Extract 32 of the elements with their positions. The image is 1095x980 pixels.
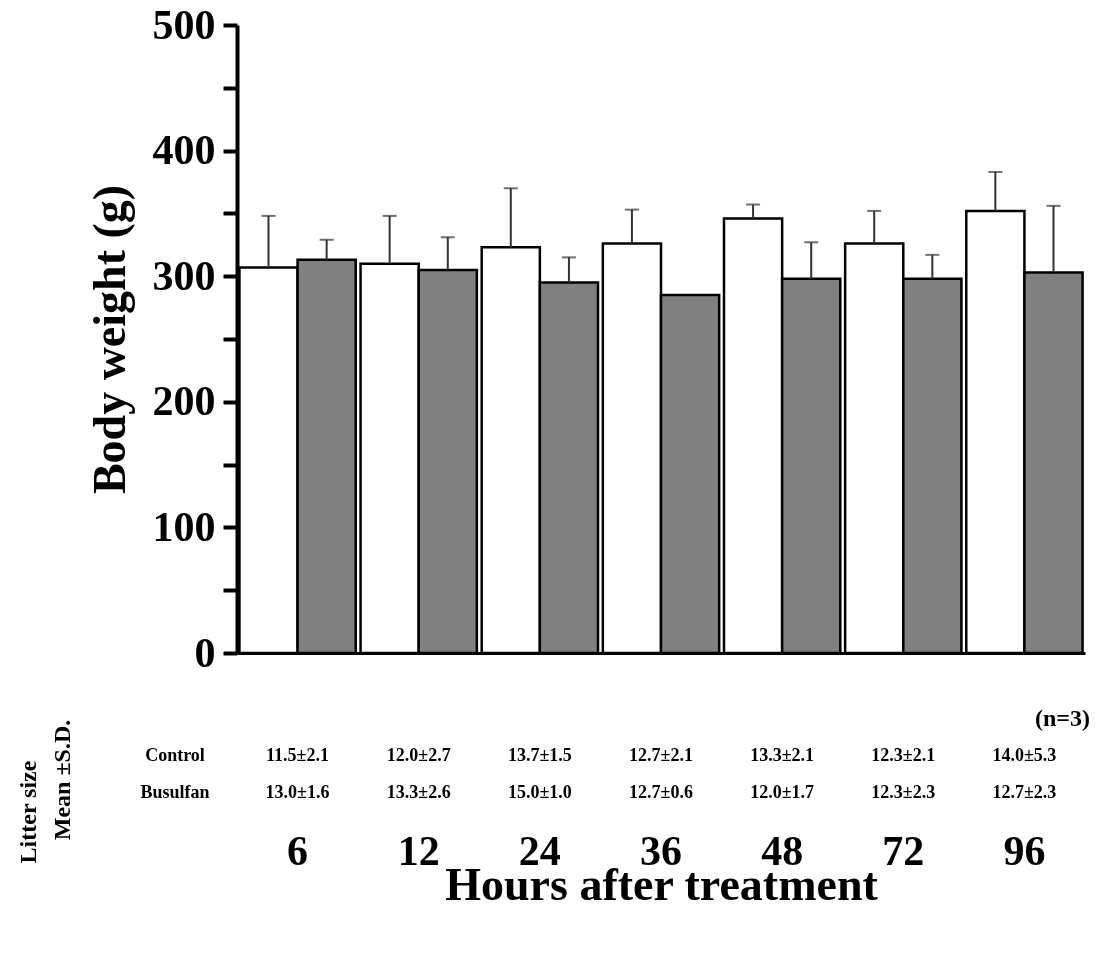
text: 12.7±2.3 bbox=[992, 781, 1057, 803]
y-tick-label: 0 bbox=[194, 629, 216, 676]
text: (n=3) bbox=[1034, 704, 1090, 732]
x-tick-label: 96 bbox=[1003, 827, 1046, 874]
x-tick-label: 72 bbox=[882, 827, 925, 874]
text: 12.0±2.7 bbox=[386, 744, 451, 766]
y-tick-label: 400 bbox=[152, 127, 216, 174]
text: 13.3±2.6 bbox=[386, 781, 451, 803]
text: Mean ±S.D. bbox=[48, 719, 76, 841]
text: 14.0±5.3 bbox=[992, 744, 1057, 766]
y-tick-label: 300 bbox=[152, 252, 216, 299]
y-tick-label: 200 bbox=[152, 378, 216, 425]
text: 15.0±1.0 bbox=[507, 781, 572, 803]
text: 13.7±1.5 bbox=[507, 744, 572, 766]
x-tick-label: 12 bbox=[397, 827, 440, 874]
text: 13.3±2.1 bbox=[750, 744, 815, 766]
x-tick-label: 6 bbox=[287, 827, 309, 874]
x-tick-label: 48 bbox=[761, 827, 804, 874]
text: Control bbox=[145, 744, 205, 766]
text: 12.0±1.7 bbox=[750, 781, 815, 803]
text: 11.5±2.1 bbox=[266, 744, 330, 766]
text: 12.3±2.3 bbox=[871, 781, 936, 803]
text: 12.7±2.1 bbox=[629, 744, 693, 766]
text: Litter size bbox=[14, 760, 42, 864]
text: 12.3±2.1 bbox=[871, 744, 936, 766]
y-tick-label: 500 bbox=[152, 1, 216, 48]
y-axis-title: Body weight (g) bbox=[83, 184, 135, 495]
text: Busulfan bbox=[140, 781, 210, 803]
x-tick-label: 36 bbox=[640, 827, 682, 874]
text: 12.7±0.6 bbox=[629, 781, 693, 803]
y-tick-label: 100 bbox=[152, 503, 216, 550]
text: 13.0±1.6 bbox=[265, 781, 330, 803]
